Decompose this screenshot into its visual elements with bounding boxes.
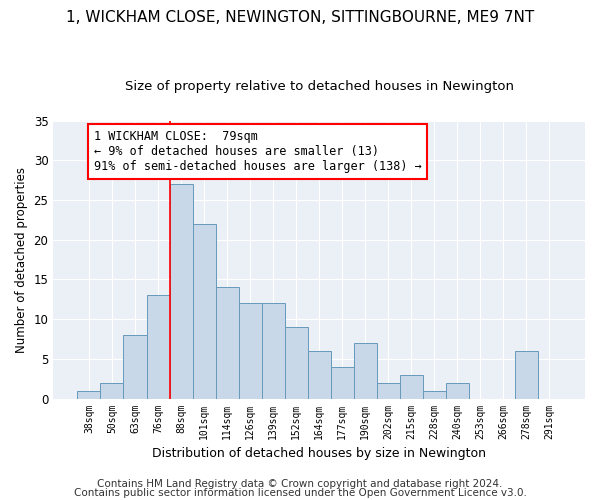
Bar	[331, 367, 353, 398]
Bar	[423, 390, 446, 398]
Bar	[146, 296, 170, 399]
X-axis label: Distribution of detached houses by size in Newington: Distribution of detached houses by size …	[152, 447, 486, 460]
Text: Contains HM Land Registry data © Crown copyright and database right 2024.: Contains HM Land Registry data © Crown c…	[97, 479, 503, 489]
Bar	[353, 343, 377, 398]
Bar	[400, 374, 423, 398]
Bar	[308, 351, 331, 399]
Bar	[100, 382, 124, 398]
Bar	[262, 303, 284, 398]
Bar	[446, 382, 469, 398]
Bar	[215, 288, 239, 399]
Bar	[515, 351, 538, 399]
Y-axis label: Number of detached properties: Number of detached properties	[15, 166, 28, 352]
Bar	[193, 224, 215, 398]
Bar	[124, 335, 146, 398]
Bar	[377, 382, 400, 398]
Bar	[77, 390, 100, 398]
Bar	[284, 327, 308, 398]
Text: 1 WICKHAM CLOSE:  79sqm
← 9% of detached houses are smaller (13)
91% of semi-det: 1 WICKHAM CLOSE: 79sqm ← 9% of detached …	[94, 130, 421, 173]
Bar	[239, 303, 262, 398]
Title: Size of property relative to detached houses in Newington: Size of property relative to detached ho…	[125, 80, 514, 93]
Text: Contains public sector information licensed under the Open Government Licence v3: Contains public sector information licen…	[74, 488, 526, 498]
Bar	[170, 184, 193, 398]
Text: 1, WICKHAM CLOSE, NEWINGTON, SITTINGBOURNE, ME9 7NT: 1, WICKHAM CLOSE, NEWINGTON, SITTINGBOUR…	[66, 10, 534, 25]
